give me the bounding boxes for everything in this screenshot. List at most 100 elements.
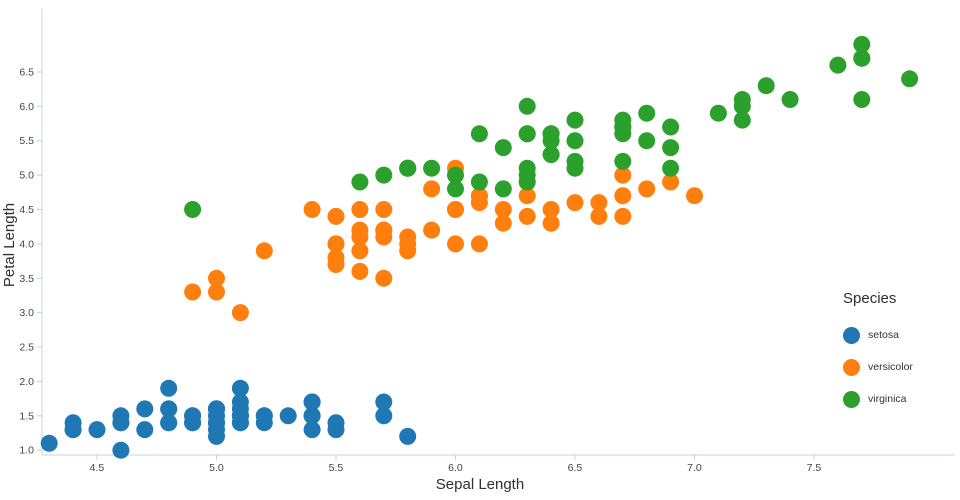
data-point-virginica [470,173,488,191]
data-point-setosa [136,400,154,418]
data-point-versicolor [351,262,369,280]
legend-item-virginica[interactable]: virginica [843,383,913,415]
data-point-virginica [853,91,871,108]
data-point-setosa [399,427,417,445]
data-point-virginica [614,152,632,170]
data-point-virginica [757,77,775,95]
data-point-versicolor [423,221,441,239]
x-tick-label: 5.0 [209,462,224,474]
legend-marker-icon [843,390,860,408]
data-point-versicolor [614,187,632,205]
data-point-setosa [279,407,297,425]
data-point-versicolor [351,242,369,260]
data-point-setosa [208,414,225,432]
data-point-virginica [614,118,632,136]
data-point-virginica [829,56,847,74]
data-point-versicolor [470,235,488,253]
legend-title: Species [843,290,897,307]
data-point-setosa [303,421,321,439]
legend-item-label: setosa [868,329,899,341]
data-point-virginica [494,139,512,157]
data-point-versicolor [662,173,680,191]
data-point-setosa [160,414,178,432]
data-point-setosa [231,379,249,397]
data-point-virginica [470,125,488,143]
legend-items: setosa versicolor virginica [843,319,913,415]
data-point-setosa [231,400,249,418]
data-point-virginica [781,91,799,108]
x-tick-label: 5.5 [329,462,344,474]
data-point-versicolor [208,269,225,287]
data-point-virginica [518,97,536,115]
y-tick-label: 6.5 [19,66,34,78]
data-point-versicolor [494,201,512,218]
data-point-virginica [184,201,202,218]
data-point-setosa [375,393,393,411]
data-point-versicolor [184,283,202,301]
data-point-versicolor [327,256,345,273]
data-point-virginica [853,49,871,67]
data-point-virginica [662,139,680,157]
data-point-versicolor [590,207,608,225]
data-point-setosa [303,407,321,425]
x-axis-title: Sepal Length [435,476,525,493]
data-point-versicolor [375,269,393,287]
data-point-virginica [733,111,751,129]
data-point-virginica [566,152,584,170]
data-point-versicolor [327,207,345,225]
y-tick-label: 4.0 [19,238,34,250]
data-point-virginica [494,180,512,198]
data-point-virginica [709,104,727,122]
data-point-setosa [327,421,345,439]
data-point-versicolor [470,194,488,212]
data-point-versicolor [399,235,417,253]
data-point-versicolor [518,207,536,225]
data-point-versicolor [614,207,632,225]
data-point-virginica [447,166,464,184]
data-point-setosa [112,441,130,459]
legend-item-label: virginica [868,393,907,405]
data-point-versicolor [231,304,249,322]
data-point-versicolor [423,180,441,198]
legend-marker-icon [843,358,860,376]
data-point-virginica [566,111,584,129]
data-point-versicolor [351,221,369,239]
y-tick-label: 2.5 [19,342,34,354]
x-tick-label: 6.5 [568,462,583,474]
data-point-versicolor [638,180,656,198]
data-point-setosa [184,414,202,432]
data-point-setosa [303,393,321,411]
data-point-setosa [160,400,178,418]
y-tick-label: 6.0 [19,101,34,113]
data-point-virginica [733,97,751,115]
data-point-setosa [88,421,106,439]
data-point-virginica [542,146,560,163]
data-point-setosa [160,379,178,397]
data-point-virginica [638,132,656,150]
y-tick-label: 5.5 [19,135,34,147]
data-point-virginica [662,159,680,177]
legend-item-setosa[interactable]: setosa [843,319,913,351]
x-tick-label: 6.0 [448,462,463,474]
data-point-versicolor [208,283,225,301]
y-tick-label: 3.0 [19,307,34,319]
data-point-virginica [351,173,369,191]
data-point-versicolor [447,201,464,218]
y-tick-label: 1.0 [19,445,34,457]
legend: Species setosa versicolor virginica [843,290,913,415]
data-point-versicolor [303,201,321,218]
data-point-versicolor [566,194,584,212]
x-tick-label: 4.5 [90,462,105,474]
legend-item-versicolor[interactable]: versicolor [843,351,913,383]
data-point-versicolor [686,187,703,205]
data-point-virginica [662,118,680,136]
data-point-virginica [375,166,393,184]
y-axis-title: Petal Length [1,202,18,288]
data-point-setosa [64,421,82,439]
data-point-virginica [566,132,584,150]
data-point-virginica [518,125,536,143]
y-tick-label: 5.0 [19,170,34,182]
y-tick-label: 1.5 [19,410,34,422]
